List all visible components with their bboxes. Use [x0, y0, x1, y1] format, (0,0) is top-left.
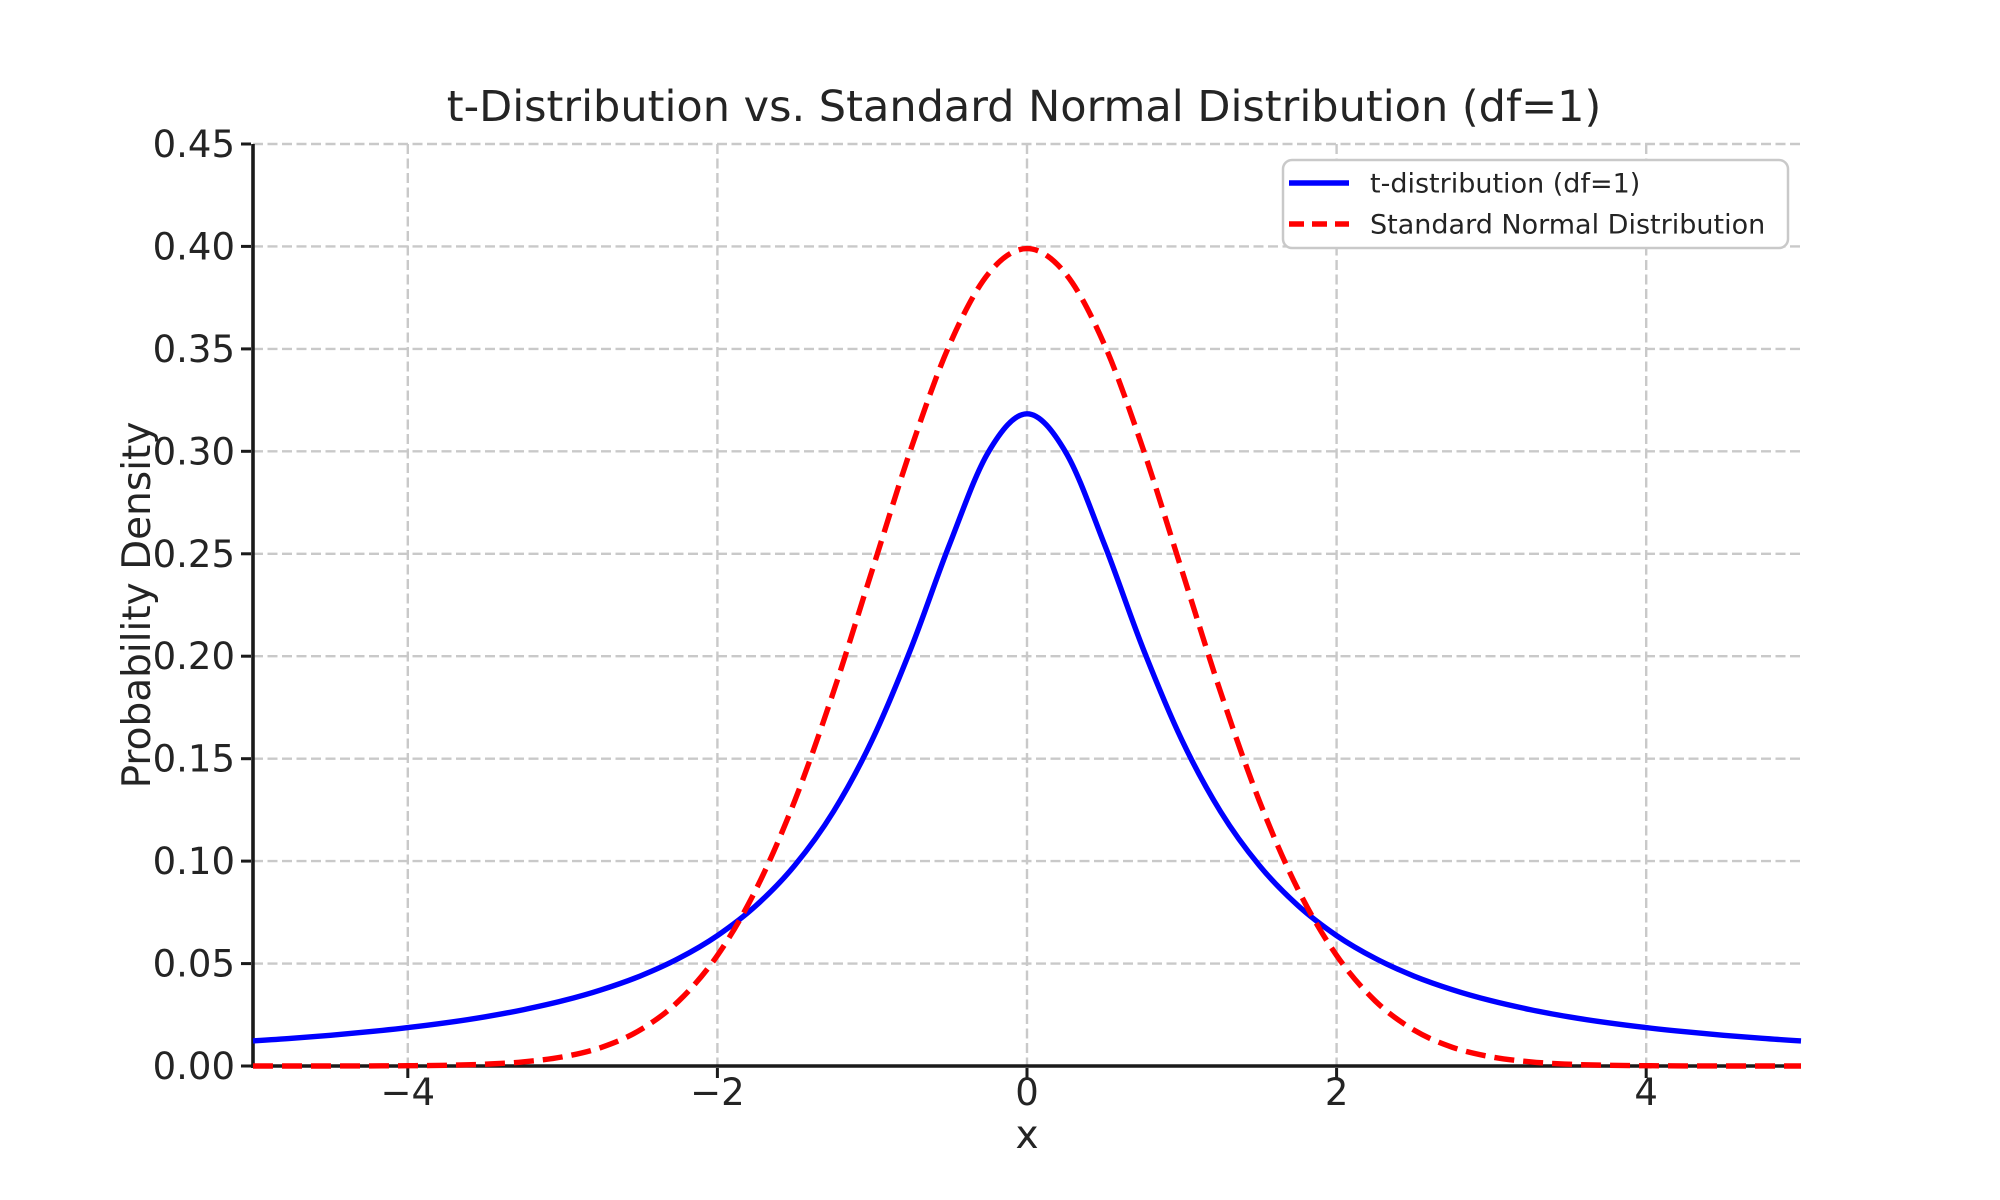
x-tick-label: −4 [381, 1071, 436, 1114]
x-tick-label: 2 [1325, 1071, 1349, 1114]
legend-item-label: t-distribution (df=1) [1370, 169, 1640, 200]
legend-item: Standard Normal Distribution [1289, 210, 1765, 241]
y-tick-label: 0.25 [153, 533, 235, 576]
x-axis-label: x [1015, 1113, 1038, 1158]
y-tick-label: 0.45 [153, 123, 235, 166]
y-tick-label: 0.10 [153, 840, 235, 883]
gridlines-layer [253, 142, 1801, 1068]
normal-distribution-curve [253, 245, 1801, 1069]
legend-item: t-distribution (df=1) [1289, 169, 1640, 200]
x-tick-label: 0 [1015, 1071, 1039, 1114]
x-tick-label: −2 [690, 1071, 745, 1114]
chart-title: t-Distribution vs. Standard Normal Distr… [447, 82, 1602, 132]
y-axis-label: Probability Density [115, 422, 160, 789]
legend: t-distribution (df=1) Standard Normal Dis… [1281, 158, 1790, 250]
y-tick-label: 0.00 [153, 1045, 235, 1088]
t-distribution-curve [252, 411, 1802, 1044]
y-tick-label: 0.35 [153, 328, 235, 371]
legend-item-label: Standard Normal Distribution [1370, 210, 1765, 241]
y-tick-label: 0.05 [153, 943, 235, 986]
x-tick-label: 4 [1634, 1071, 1658, 1114]
tick-labels-layer: −4 −2 0 2 4 0.00 0.05 0.10 0.15 0.20 0.25 0.30 0.35 0… [153, 123, 1658, 1114]
legend-box [1281, 158, 1790, 250]
axes-layer [241, 142, 1801, 1078]
curves-layer [252, 245, 1802, 1069]
y-tick-label: 0.40 [153, 225, 235, 268]
y-tick-label: 0.15 [153, 738, 235, 781]
y-tick-label: 0.30 [153, 430, 235, 473]
y-tick-label: 0.20 [153, 635, 235, 678]
